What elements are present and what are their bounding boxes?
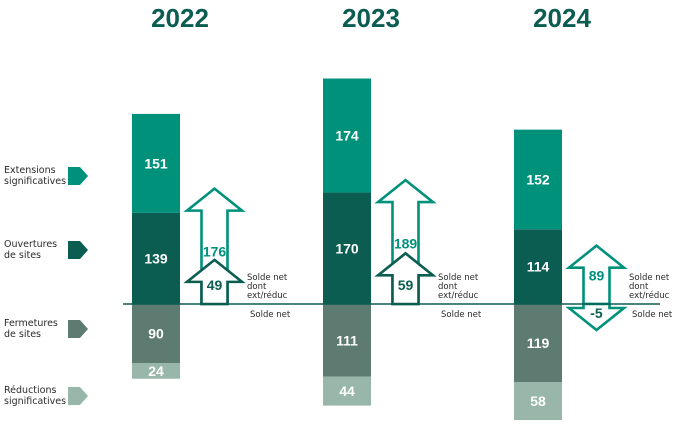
bar-value-label: 58 — [530, 393, 546, 409]
solde-net-label: 176 — [203, 243, 227, 259]
solde-net-dont-annotation: dont — [629, 282, 649, 292]
bar-value-label: 114 — [527, 259, 550, 275]
bar-value-label: 170 — [335, 240, 359, 256]
bar-value-label: 151 — [144, 155, 168, 171]
legend-label: Réductions — [4, 385, 56, 396]
legend-label: de sites — [4, 329, 41, 340]
legend-label: significatives — [4, 176, 66, 187]
bar-value-label: 152 — [526, 171, 550, 187]
bar-segment-fermetures — [132, 304, 180, 363]
solde-net-dont-annotation: ext/réduc — [629, 290, 670, 301]
year-title: 2024 — [533, 3, 591, 33]
legend-label: de sites — [4, 250, 41, 261]
bar-segment-reductions — [323, 376, 371, 406]
bar-value-label: 90 — [148, 325, 164, 341]
solde-net-ext-reduc-label: 59 — [398, 277, 414, 293]
bar-segment-extensions — [514, 129, 562, 230]
solde-net-annotation: Solde net — [250, 310, 291, 320]
bar-segment-fermetures — [323, 304, 371, 377]
bar-value-label: 44 — [339, 383, 355, 399]
year-title: 2022 — [151, 3, 209, 33]
bar-value-label: 174 — [335, 128, 359, 144]
solde-net-dont-annotation: Solde net — [247, 273, 288, 283]
solde-net-dont-annotation: Solde net — [438, 273, 479, 283]
bar-segment-ouvertures — [323, 192, 371, 304]
year-title: 2023 — [342, 3, 400, 33]
solde-net-dont-annotation: dont — [438, 282, 458, 292]
bar-segment-ouvertures — [514, 229, 562, 304]
bar-segment-reductions — [132, 362, 180, 379]
bar-segment-ouvertures — [132, 212, 180, 304]
legend-marker-icon — [68, 241, 88, 259]
legend-label: Extensions — [4, 165, 56, 176]
solde-net-annotation: Solde net — [441, 310, 482, 320]
legend-label: Fermetures — [4, 318, 58, 329]
solde-net-label: 189 — [394, 236, 418, 252]
legend-marker-icon — [68, 167, 88, 185]
solde-net-annotation: Solde net — [632, 310, 673, 320]
solde-net-dont-annotation: Solde net — [629, 273, 670, 283]
bar-value-label: 139 — [144, 250, 168, 266]
solde-net-ext-reduc-label: 49 — [207, 277, 223, 293]
solde-net-label: 89 — [589, 268, 605, 284]
bar-value-label: 119 — [527, 335, 550, 351]
bar-segment-extensions — [132, 113, 180, 213]
solde-net-ext-reduc-label: -5 — [590, 305, 603, 321]
bar-value-label: 24 — [148, 363, 164, 379]
bar-segment-extensions — [323, 78, 371, 193]
legend-label: significatives — [4, 396, 66, 407]
solde-net-dont-annotation: dont — [247, 282, 267, 292]
bar-segment-fermetures — [514, 304, 562, 383]
legend-label: Ouvertures — [4, 239, 57, 250]
legend-marker-icon — [68, 387, 88, 405]
bar-segment-reductions — [514, 382, 562, 421]
legend-marker-icon — [68, 320, 88, 338]
bar-value-label: 111 — [336, 332, 358, 348]
solde-net-dont-annotation: ext/réduc — [247, 290, 288, 301]
solde-net-dont-annotation: ext/réduc — [438, 290, 479, 301]
